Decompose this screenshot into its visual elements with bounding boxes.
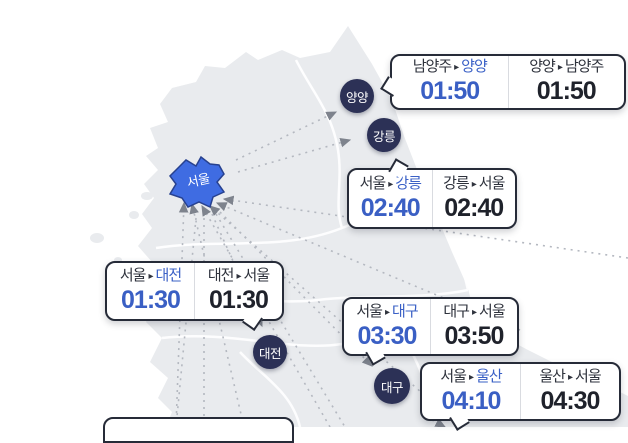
route-arrow-icon: ▸ [236, 271, 241, 282]
from-city: 서울 [359, 174, 387, 192]
route-label: 서울 ▸ 울산 [440, 367, 503, 387]
route-label: 대구 ▸ 서울 [443, 302, 506, 322]
route-box-daegu: 서울 ▸ 대구 03:30 대구 ▸ 서울 03:50 [342, 297, 519, 366]
travel-time: 04:10 [441, 386, 502, 415]
travel-time: 04:30 [540, 386, 601, 415]
route-arrow-icon: ▸ [454, 62, 459, 73]
route-label: 서울 ▸ 강릉 [359, 174, 422, 194]
route-cell-inbound: 대전 ▸ 서울 01:30 [194, 263, 282, 319]
route-cell-inbound: 울산 ▸ 서울 04:30 [520, 364, 619, 419]
route-label: 강릉 ▸ 서울 [443, 174, 506, 194]
route-arrow-icon: ▸ [557, 62, 563, 73]
route-cell-inbound: 강릉 ▸ 서울 02:40 [431, 170, 516, 227]
island [141, 192, 153, 200]
route-arrow-icon: ▸ [471, 306, 477, 318]
route-cell-outbound: 남양주 ▸ 양양 01:50 [392, 56, 508, 108]
travel-time: 02:40 [444, 193, 504, 222]
travel-time: 03:50 [444, 321, 505, 350]
route-box-partial-bottom [103, 417, 294, 443]
to-city: 서울 [479, 302, 506, 320]
from-city: 서울 [119, 267, 147, 284]
route-label: 남양주 ▸ 양양 [412, 58, 488, 77]
route-cell-outbound: 서울 ▸ 울산 04:10 [422, 364, 520, 419]
marker-gangneung[interactable]: 강릉 [367, 118, 401, 152]
route-arrow-icon: ▸ [468, 371, 474, 383]
to-city: 서울 [478, 174, 506, 192]
from-city: 울산 [539, 367, 566, 385]
traffic-time-map: { "sep": "▸", "colors": { "accent_blue":… [90, 26, 628, 443]
travel-time: 02:40 [360, 193, 421, 222]
route-box-yangyang: 남양주 ▸ 양양 01:50 양양 ▸ 남양주 01:50 [380, 54, 626, 110]
route-label: 서울 ▸ 대구 [356, 302, 419, 322]
from-city: 서울 [356, 302, 383, 320]
marker-daejeon-label: 대전 [258, 346, 282, 361]
from-city: 양양 [529, 58, 556, 75]
to-city: 남양주 [564, 58, 604, 75]
island [129, 211, 139, 219]
route-label: 울산 ▸ 서울 [539, 367, 602, 387]
route-label: 서울 ▸ 대전 [119, 267, 183, 286]
route-box-daejeon: 서울 ▸ 대전 01:30 대전 ▸ 서울 01:30 [105, 261, 284, 331]
travel-time: 01:30 [209, 286, 269, 314]
travel-time: 01:30 [121, 286, 181, 314]
to-city: 대구 [392, 302, 419, 320]
island [90, 233, 104, 243]
to-city: 양양 [461, 58, 488, 75]
from-city: 대전 [207, 267, 235, 284]
travel-time: 03:30 [357, 321, 418, 350]
seoul-region-marker[interactable] [168, 155, 226, 209]
marker-yangyang[interactable]: 양양 [340, 79, 374, 113]
from-city: 남양주 [412, 58, 452, 75]
route-arrow-icon: ▸ [388, 178, 393, 190]
to-city: 강릉 [395, 174, 422, 192]
travel-time: 01:50 [420, 77, 480, 105]
travel-time: 01:50 [536, 77, 597, 105]
to-city: 울산 [476, 367, 503, 385]
from-city: 강릉 [443, 174, 470, 192]
to-city: 서울 [575, 367, 602, 385]
route-arrow-icon: ▸ [384, 306, 390, 318]
route-cell-inbound: 대구 ▸ 서울 03:50 [430, 299, 517, 354]
route-cell-inbound: 양양 ▸ 남양주 01:50 [507, 56, 625, 108]
from-city: 대구 [443, 302, 470, 320]
marker-daejeon[interactable]: 대전 [253, 335, 287, 369]
route-box-ulsan: 서울 ▸ 울산 04:10 울산 ▸ 서울 04:30 [420, 362, 621, 431]
to-city: 대전 [155, 267, 183, 284]
marker-daegu-label: 대구 [380, 380, 404, 395]
route-box-gangneung: 서울 ▸ 강릉 02:40 강릉 ▸ 서울 02:40 [347, 158, 517, 229]
route-cell-outbound: 서울 ▸ 대전 01:30 [107, 263, 194, 319]
route-label: 양양 ▸ 남양주 [529, 58, 604, 77]
route-arrow-icon: ▸ [471, 178, 477, 190]
route-cell-outbound: 서울 ▸ 대구 03:30 [344, 299, 430, 354]
route-label: 대전 ▸ 서울 [207, 267, 271, 286]
marker-gangneung-label: 강릉 [372, 129, 396, 144]
marker-yangyang-label: 양양 [345, 90, 369, 105]
route-cell-outbound: 서울 ▸ 강릉 02:40 [349, 170, 432, 227]
route-arrow-icon: ▸ [148, 271, 153, 282]
marker-daegu[interactable]: 대구 [374, 368, 410, 404]
route-arrow-icon: ▸ [567, 371, 573, 383]
to-city: 서울 [243, 267, 271, 284]
from-city: 서울 [440, 367, 467, 385]
